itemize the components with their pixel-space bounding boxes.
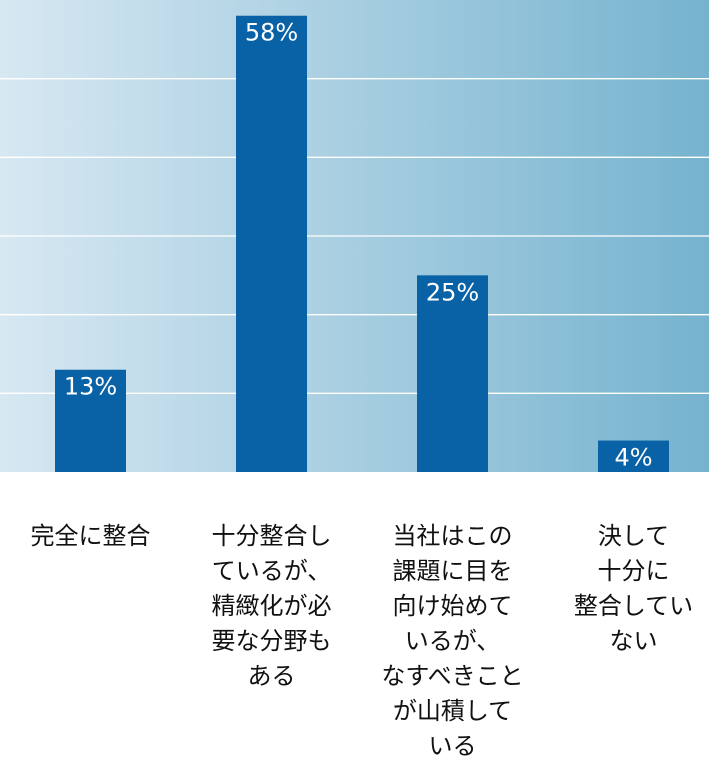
data-label-1: 13% xyxy=(64,373,117,401)
bar-chart: 13% 58% 25% 4% xyxy=(0,0,709,472)
data-label-4: 4% xyxy=(614,444,652,472)
category-label-1: 完全に整合 xyxy=(30,522,151,550)
bar-4 xyxy=(598,440,669,472)
data-label-3: 25% xyxy=(426,278,479,306)
data-labels: 13% 58% 25% 4% xyxy=(64,19,653,472)
bars xyxy=(55,15,669,472)
bar-2 xyxy=(236,15,307,472)
category-label-3: 当社はこの 課題に目を 向け始めて いるが、 なすべきこと が山積して いる xyxy=(381,522,524,760)
bar-3 xyxy=(417,275,488,472)
category-label-2: 十分整合し ているが、 精緻化が必 要な分野も ある xyxy=(211,522,332,690)
category-label-4: 決して 十分に 整合してい ない xyxy=(573,522,694,655)
bar-1 xyxy=(55,369,126,472)
data-label-2: 58% xyxy=(245,19,298,47)
